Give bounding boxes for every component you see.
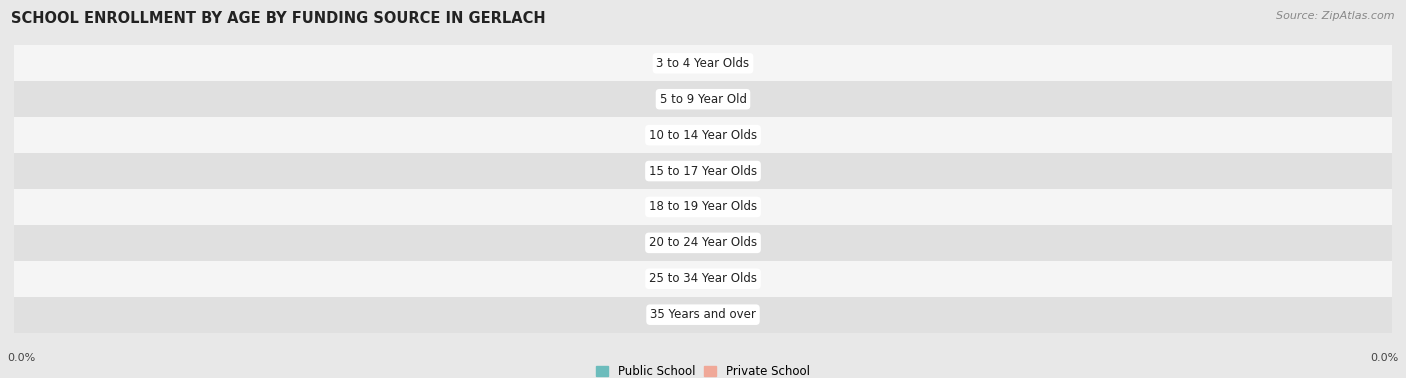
Bar [14, 117, 1392, 153]
Bar [658, 126, 703, 144]
Text: 15 to 17 Year Olds: 15 to 17 Year Olds [650, 164, 756, 178]
Text: 25 to 34 Year Olds: 25 to 34 Year Olds [650, 272, 756, 285]
Bar [14, 261, 1392, 297]
Bar [658, 234, 703, 252]
Text: 0.0%: 0.0% [711, 94, 740, 104]
Text: 0.0%: 0.0% [711, 310, 740, 320]
Bar [14, 297, 1392, 333]
Text: 3 to 4 Year Olds: 3 to 4 Year Olds [657, 57, 749, 70]
Bar [658, 90, 703, 108]
Bar [14, 225, 1392, 261]
Text: 0.0%: 0.0% [711, 130, 740, 140]
Bar [14, 45, 1392, 81]
Text: Source: ZipAtlas.com: Source: ZipAtlas.com [1277, 11, 1395, 21]
Bar [703, 162, 748, 180]
Text: 35 Years and over: 35 Years and over [650, 308, 756, 321]
Bar [658, 54, 703, 73]
Text: 0.0%: 0.0% [666, 58, 695, 68]
Bar [703, 126, 748, 144]
Bar [14, 189, 1392, 225]
Bar [658, 198, 703, 216]
Text: 0.0%: 0.0% [666, 238, 695, 248]
Text: 0.0%: 0.0% [711, 202, 740, 212]
Text: 10 to 14 Year Olds: 10 to 14 Year Olds [650, 129, 756, 142]
Text: 0.0%: 0.0% [711, 166, 740, 176]
Bar [658, 162, 703, 180]
Text: 0.0%: 0.0% [666, 274, 695, 284]
Text: 0.0%: 0.0% [711, 274, 740, 284]
Bar [703, 270, 748, 288]
Bar [703, 305, 748, 324]
Legend: Public School, Private School: Public School, Private School [596, 366, 810, 378]
Text: 0.0%: 0.0% [711, 238, 740, 248]
Text: SCHOOL ENROLLMENT BY AGE BY FUNDING SOURCE IN GERLACH: SCHOOL ENROLLMENT BY AGE BY FUNDING SOUR… [11, 11, 546, 26]
Bar [703, 90, 748, 108]
Text: 0.0%: 0.0% [666, 130, 695, 140]
Text: 5 to 9 Year Old: 5 to 9 Year Old [659, 93, 747, 106]
Bar [14, 81, 1392, 117]
Text: 0.0%: 0.0% [666, 166, 695, 176]
Text: 20 to 24 Year Olds: 20 to 24 Year Olds [650, 236, 756, 249]
Bar [703, 198, 748, 216]
Bar [14, 153, 1392, 189]
Bar [658, 270, 703, 288]
Text: 0.0%: 0.0% [711, 58, 740, 68]
Text: 0.0%: 0.0% [666, 310, 695, 320]
Bar [703, 54, 748, 73]
Text: 0.0%: 0.0% [666, 94, 695, 104]
Bar [658, 305, 703, 324]
Text: 0.0%: 0.0% [666, 202, 695, 212]
Text: 0.0%: 0.0% [1371, 353, 1399, 363]
Text: 18 to 19 Year Olds: 18 to 19 Year Olds [650, 200, 756, 214]
Text: 0.0%: 0.0% [7, 353, 35, 363]
Bar [703, 234, 748, 252]
